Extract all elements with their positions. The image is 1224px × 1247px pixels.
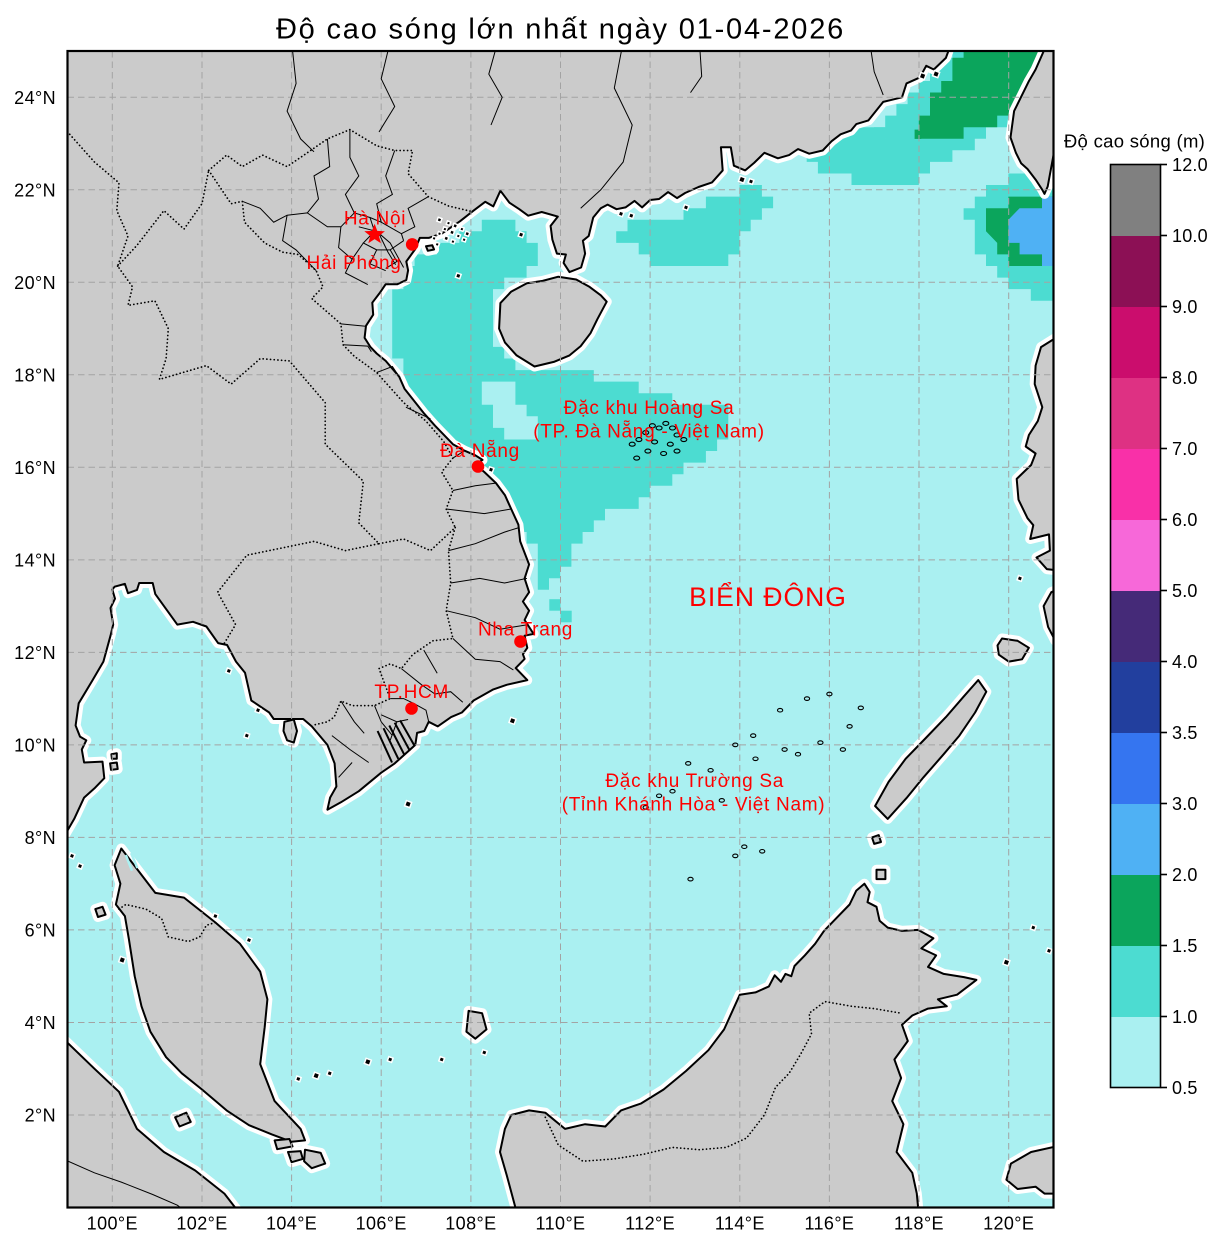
svg-text:(TP. Đà Nẵng - Việt Nam): (TP. Đà Nẵng - Việt Nam) bbox=[533, 422, 765, 443]
svg-text:2.0: 2.0 bbox=[1172, 865, 1198, 885]
svg-text:BIỂN ĐÔNG: BIỂN ĐÔNG bbox=[689, 582, 847, 612]
svg-text:10.0: 10.0 bbox=[1172, 226, 1208, 246]
svg-text:TP.HCM: TP.HCM bbox=[374, 682, 449, 703]
svg-text:108°E: 108°E bbox=[445, 1214, 496, 1234]
svg-text:112°E: 112°E bbox=[625, 1214, 675, 1234]
svg-text:5.0: 5.0 bbox=[1172, 581, 1198, 601]
svg-text:Độ cao sóng lớn nhất ngày 01-0: Độ cao sóng lớn nhất ngày 01-04-2026 bbox=[276, 14, 845, 46]
svg-text:114°E: 114°E bbox=[715, 1214, 765, 1234]
svg-text:3.5: 3.5 bbox=[1172, 723, 1198, 743]
svg-text:8°N: 8°N bbox=[25, 828, 56, 848]
svg-text:102°E: 102°E bbox=[176, 1214, 227, 1234]
svg-text:4.0: 4.0 bbox=[1172, 652, 1198, 672]
svg-text:118°E: 118°E bbox=[894, 1214, 944, 1234]
svg-text:1.5: 1.5 bbox=[1172, 936, 1198, 956]
svg-text:10°N: 10°N bbox=[14, 735, 56, 755]
svg-text:Đặc khu Trường Sa: Đặc khu Trường Sa bbox=[605, 771, 784, 792]
svg-text:9.0: 9.0 bbox=[1172, 297, 1198, 317]
svg-text:6.0: 6.0 bbox=[1172, 510, 1198, 530]
svg-text:8.0: 8.0 bbox=[1172, 368, 1198, 388]
svg-text:(Tỉnh Khánh Hòa - Việt Nam): (Tỉnh Khánh Hòa - Việt Nam) bbox=[562, 795, 826, 816]
svg-text:4°N: 4°N bbox=[25, 1013, 56, 1033]
svg-text:110°E: 110°E bbox=[536, 1214, 586, 1234]
svg-text:100°E: 100°E bbox=[87, 1214, 138, 1234]
svg-text:Hà Nội: Hà Nội bbox=[344, 209, 406, 230]
svg-text:Hải Phòng: Hải Phòng bbox=[306, 253, 401, 274]
svg-text:106°E: 106°E bbox=[356, 1214, 407, 1234]
svg-text:Đặc khu Hoàng Sa: Đặc khu Hoàng Sa bbox=[564, 398, 735, 419]
svg-text:120°E: 120°E bbox=[983, 1214, 1034, 1234]
svg-text:16°N: 16°N bbox=[14, 458, 56, 478]
svg-text:1.0: 1.0 bbox=[1172, 1007, 1198, 1027]
svg-text:22°N: 22°N bbox=[14, 180, 56, 200]
svg-text:0.5: 0.5 bbox=[1172, 1078, 1198, 1098]
svg-text:3.0: 3.0 bbox=[1172, 794, 1198, 814]
svg-text:24°N: 24°N bbox=[14, 88, 56, 108]
svg-text:Đà Nẵng: Đà Nẵng bbox=[440, 441, 520, 462]
svg-text:Độ cao sóng (m): Độ cao sóng (m) bbox=[1064, 131, 1205, 152]
svg-text:20°N: 20°N bbox=[14, 273, 56, 293]
svg-text:Nha Trang: Nha Trang bbox=[478, 620, 573, 641]
svg-text:104°E: 104°E bbox=[266, 1214, 317, 1234]
svg-text:7.0: 7.0 bbox=[1172, 439, 1198, 459]
svg-text:12.0: 12.0 bbox=[1172, 155, 1208, 175]
svg-text:14°N: 14°N bbox=[14, 550, 56, 570]
svg-text:116°E: 116°E bbox=[804, 1214, 854, 1234]
svg-text:18°N: 18°N bbox=[14, 365, 56, 385]
svg-text:2°N: 2°N bbox=[25, 1106, 56, 1126]
svg-text:6°N: 6°N bbox=[25, 920, 56, 940]
svg-text:12°N: 12°N bbox=[14, 643, 56, 663]
